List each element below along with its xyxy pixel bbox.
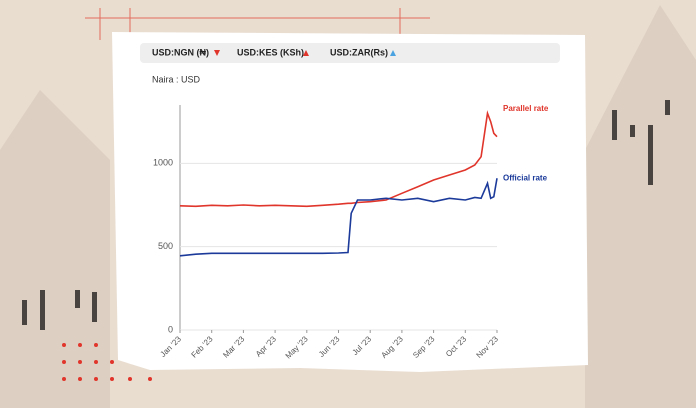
tab[interactable]: USD:ZAR(Rs) [330, 47, 388, 57]
y-tick-label: 1000 [153, 158, 173, 168]
tab[interactable]: USD:KES (KSh) [237, 47, 304, 57]
decor-dots [62, 343, 152, 381]
y-tick-label: 500 [158, 241, 173, 251]
tab-icon [214, 50, 220, 56]
series-label: Official rate [503, 173, 548, 182]
tab[interactable]: USD:NGN (₦) [152, 47, 209, 57]
y-axis-label: Naira : USD [152, 74, 201, 84]
y-tick-label: 0 [168, 324, 173, 334]
series-label: Parallel rate [503, 104, 549, 113]
decor [0, 90, 110, 408]
line [179, 178, 498, 257]
line [179, 110, 498, 208]
decor-candles [22, 100, 670, 330]
chart-card [112, 32, 588, 372]
tab-icon [303, 50, 309, 56]
tab-icon [390, 50, 396, 56]
tab-bar [140, 43, 560, 63]
